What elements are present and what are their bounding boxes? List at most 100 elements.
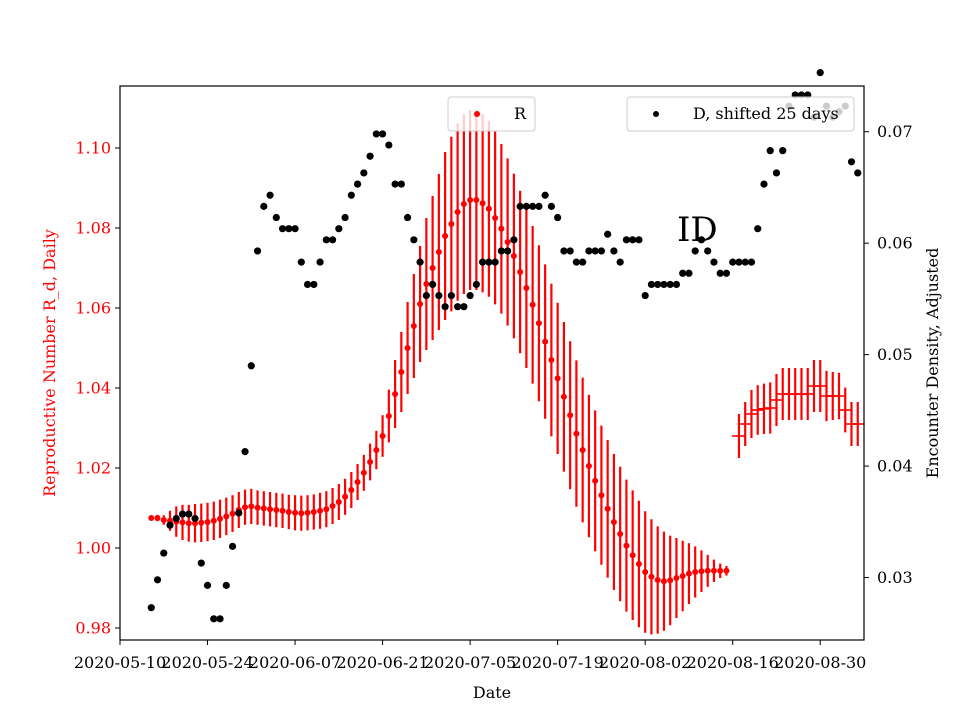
d-point (385, 141, 393, 149)
r-point (498, 225, 505, 232)
r-point (229, 510, 236, 517)
d-point (441, 303, 449, 311)
legend-r-box (447, 96, 536, 132)
r-point (323, 506, 330, 513)
right-y-tick-label: 0.06 (877, 234, 913, 253)
d-point (847, 158, 856, 166)
d-point (716, 269, 724, 277)
r-point (548, 357, 555, 363)
d-point (472, 280, 480, 289)
left-y-tick-label: 1.06 (75, 299, 111, 318)
d-point (585, 247, 593, 255)
left-y-tick-label: 1.04 (75, 379, 111, 398)
r-point (723, 567, 730, 574)
r-point (148, 515, 155, 521)
d-point (391, 180, 399, 188)
r-point (460, 201, 467, 207)
left-y-tick-label: 1.08 (75, 219, 111, 238)
r-point (242, 504, 249, 511)
d-point (235, 509, 243, 517)
r-point (248, 503, 255, 510)
right-y-tick-label: 0.03 (877, 568, 913, 587)
d-point (366, 152, 374, 160)
d-point (572, 258, 581, 266)
right-y-tick-label: 0.04 (877, 457, 913, 476)
r-point (367, 459, 374, 465)
d-point (203, 581, 212, 589)
d-point (510, 236, 518, 244)
d-point (285, 225, 293, 233)
d-point (854, 169, 862, 177)
r-point (598, 492, 605, 499)
d-point (754, 225, 762, 233)
r-point (579, 447, 586, 453)
d-point (604, 230, 612, 238)
legend-d: D, shifted 25 days (626, 96, 855, 132)
d-point (491, 258, 499, 266)
r-point (567, 412, 574, 419)
d-point (535, 202, 543, 210)
r-point (260, 505, 267, 512)
d-point (485, 258, 493, 266)
r-point (348, 487, 355, 493)
d-point (460, 303, 468, 311)
r-point (273, 507, 280, 513)
d-point (166, 521, 174, 529)
r-point (648, 573, 655, 580)
d-point (216, 615, 224, 623)
r-point (510, 253, 517, 259)
r-point (267, 506, 274, 513)
r-point (304, 509, 311, 516)
d-point (685, 269, 693, 277)
d-point (303, 280, 312, 289)
r-point (642, 569, 649, 575)
d-point (435, 291, 443, 300)
left-y-tick-label: 1.02 (75, 459, 111, 478)
x-tick-label: 2020-07-05 (424, 653, 516, 672)
d-point (328, 236, 337, 244)
r-point (379, 433, 386, 439)
r-point (629, 552, 636, 559)
d-point (622, 236, 631, 244)
r-point (335, 499, 342, 505)
r-point (185, 520, 192, 527)
r-point (329, 503, 336, 509)
r-point (417, 301, 424, 307)
d-point (272, 213, 280, 222)
d-point (554, 213, 562, 222)
legend-r: R (447, 96, 536, 132)
r-point (710, 567, 717, 574)
d-point (241, 448, 249, 456)
r-point (454, 209, 461, 215)
r-point (317, 507, 324, 514)
r-point (210, 517, 217, 524)
d-point (360, 169, 368, 177)
r-point (198, 519, 205, 526)
r-point (679, 573, 686, 579)
r-point (492, 215, 499, 221)
x-tick-label: 2020-06-21 (336, 653, 428, 672)
d-point (547, 202, 555, 210)
r-point (667, 577, 674, 584)
x-tick-label: 2020-05-10 (74, 653, 166, 672)
d-point (310, 280, 318, 289)
r-point (585, 463, 592, 469)
d-point (747, 258, 756, 266)
r-point (360, 469, 367, 476)
r-point (435, 249, 442, 255)
right-y-axis-ticks: 0.03 0.04 0.05 0.06 0.07 (864, 122, 913, 587)
r-point (654, 577, 661, 583)
annotation-id: ID (677, 210, 718, 250)
d-point (697, 236, 706, 244)
d-point (579, 258, 587, 266)
d-point (316, 258, 324, 266)
left-y-axis-ticks: 0.98 1.00 1.02 1.04 1.06 1.08 1.10 (75, 139, 120, 638)
d-point (735, 258, 743, 266)
r-point (448, 221, 455, 227)
plot-frame (119, 85, 865, 641)
d-point (691, 247, 699, 255)
d-point (610, 247, 618, 255)
right-y-axis-label: Encounter Density, Adjusted (923, 248, 942, 479)
r-point (398, 369, 405, 375)
